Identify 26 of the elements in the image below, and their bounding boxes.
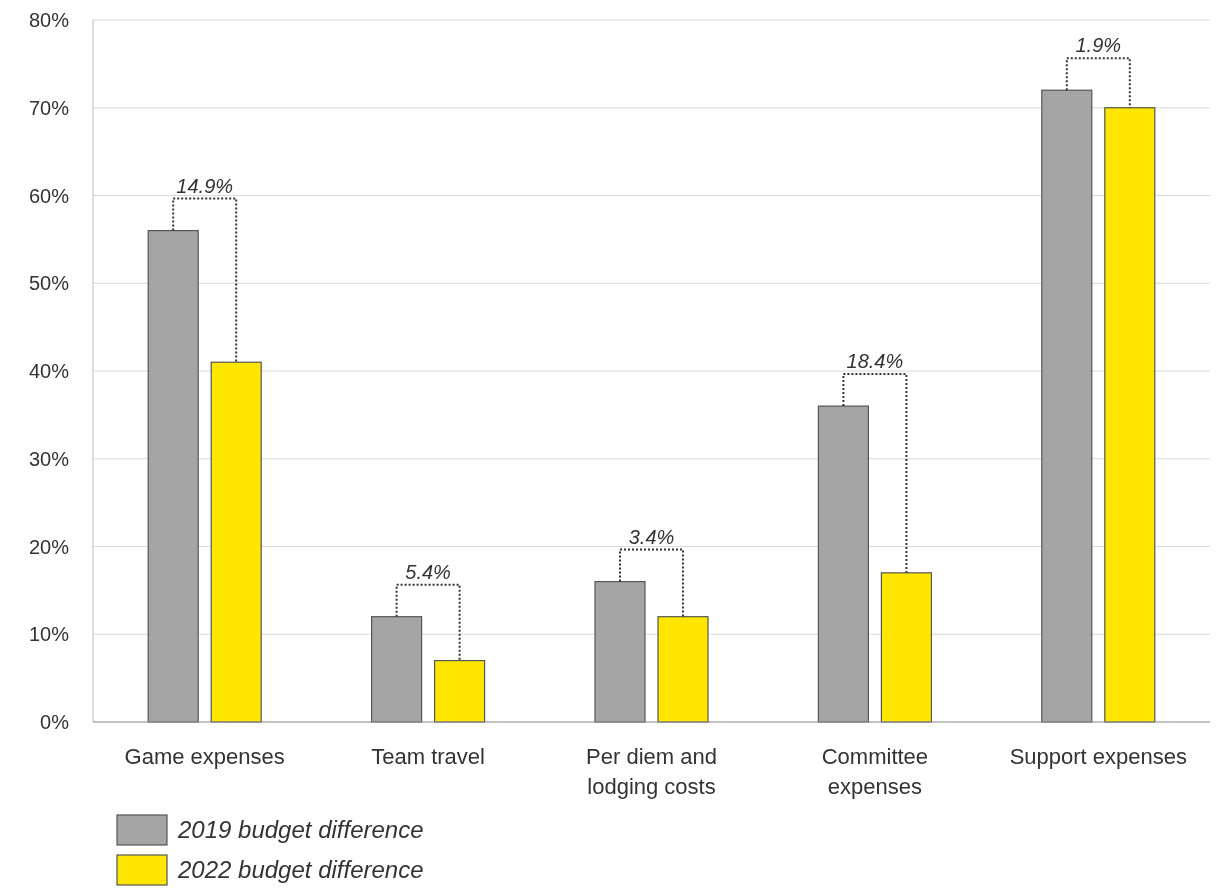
y-tick-label: 20% [28, 535, 70, 558]
y-tick-label: 10% [28, 623, 70, 646]
annotation: 5.4% [405, 560, 451, 583]
bar [657, 616, 709, 723]
legend-label: 2022 budget difference [177, 856, 424, 884]
y-tick-label: 50% [28, 272, 70, 295]
bar [1104, 107, 1156, 723]
x-tick-label: Team travel [371, 744, 485, 769]
bar [434, 659, 486, 723]
annotation: 18.4% [846, 350, 904, 373]
y-tick-label: 0% [40, 711, 70, 733]
y-tick-label: 60% [28, 184, 70, 207]
y-tick-label: 30% [28, 447, 70, 470]
annotation: 3.4% [628, 525, 675, 548]
x-tick-label: Game expenses [124, 744, 285, 769]
y-tick-label: 70% [28, 96, 70, 119]
y-tick-label: 80% [28, 9, 70, 31]
x-tick-label: Committee expenses [821, 744, 929, 799]
bar [210, 361, 262, 723]
legend-label: 2019 budget difference [177, 816, 424, 844]
x-tick-label: Per diem and lodging costs [586, 744, 717, 799]
annotation: 1.9% [1075, 34, 1122, 57]
bar [880, 572, 932, 723]
annotation: 14.9% [176, 174, 234, 197]
y-tick-label: 40% [28, 360, 70, 382]
x-tick-label: Support expenses [1009, 744, 1187, 769]
